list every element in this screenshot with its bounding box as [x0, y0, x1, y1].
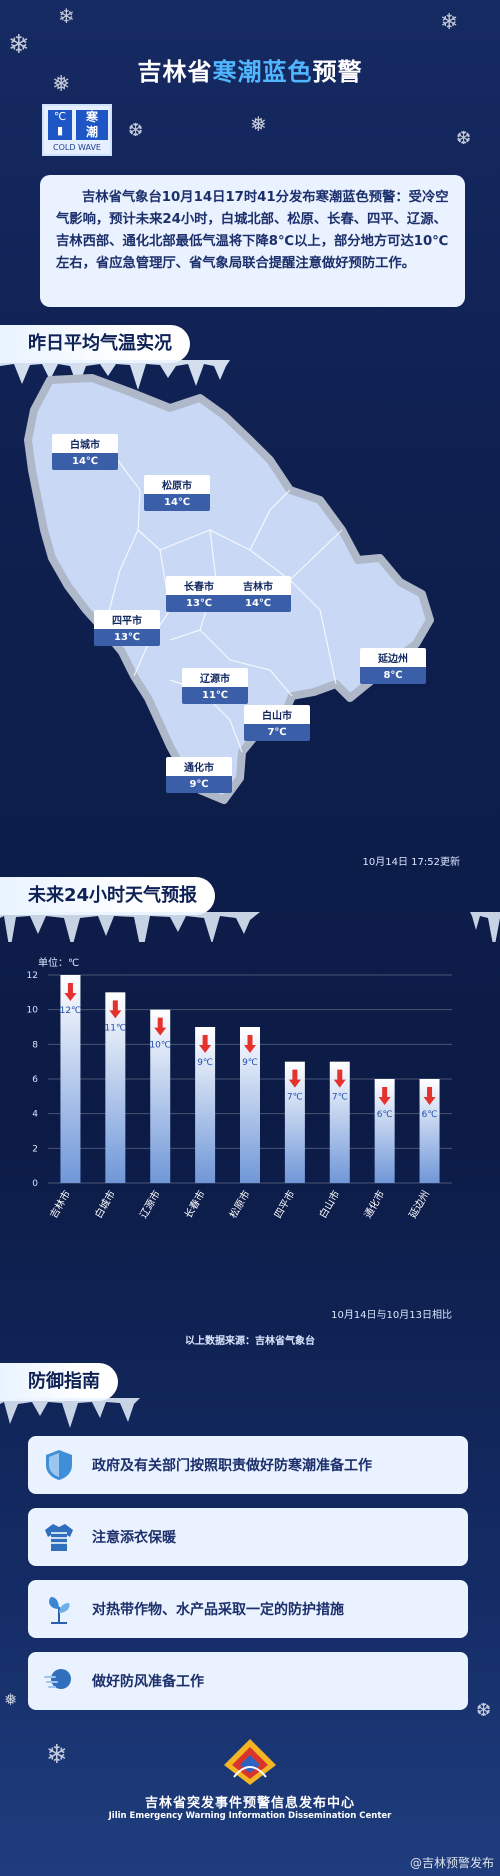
y-tick-label: 0 [32, 1179, 38, 1189]
cold-wave-badge: ℃ ▮ 寒潮 COLD WAVE [42, 104, 112, 156]
city-label-tonghua: 通化市 9℃ [166, 757, 232, 793]
bar-value-label: 11℃ [105, 1023, 127, 1033]
city-label-yanbian: 延边州 8℃ [360, 648, 426, 684]
x-tick-label: 延边州 [407, 1189, 432, 1221]
snowflake-icon: ❄ [46, 1740, 68, 1770]
badge-text: 寒潮 [76, 110, 108, 140]
x-tick-label: 通化市 [361, 1188, 387, 1220]
plant-icon [42, 1592, 76, 1626]
badge-label: COLD WAVE [52, 143, 101, 152]
title-prefix: 吉林省 [137, 58, 213, 86]
guide-text: 注意添衣保暖 [92, 1530, 176, 1546]
snowflake-icon: ❄ [8, 30, 30, 60]
down-arrow-icon [288, 1069, 301, 1088]
down-arrow-icon [244, 1035, 256, 1053]
y-tick-label: 6 [32, 1075, 38, 1085]
bar-value-label: 7℃ [332, 1093, 348, 1103]
bar [195, 1027, 216, 1183]
snowflake-icon: ❆ [128, 120, 144, 141]
bar [329, 1061, 350, 1183]
bar-value-label: 6℃ [377, 1110, 393, 1120]
footer-org-name-en: Jilin Emergency Warning Information Diss… [108, 1811, 392, 1821]
down-arrow-icon [154, 1017, 167, 1036]
icicle-decoration [0, 360, 230, 390]
guide-item: 注意添衣保暖 [28, 1508, 468, 1566]
data-source: 以上数据来源：吉林省气象台 [185, 1336, 315, 1347]
x-tick-label: 吉林市 [47, 1188, 73, 1220]
temperature-drop-chart: 0 2 4 6 8 10 12 12℃ 吉林市 11℃ 白城市 10℃ 辽源市 9℃ 长春市 9℃ 松原市 7℃ 四… [27, 971, 452, 1221]
title-suffix: 预警 [312, 58, 363, 86]
chart-unit-label: 单位：℃ [38, 958, 80, 969]
x-tick-label: 松原市 [226, 1188, 252, 1220]
bar [419, 1079, 440, 1183]
bar-value-label: 9℃ [197, 1058, 213, 1068]
x-tick-label: 白城市 [92, 1188, 118, 1220]
snowflake-icon: ❄ [58, 4, 75, 28]
city-label-jilin: 吉林市 14℃ [225, 576, 291, 612]
guide-text: 对热带作物、水产品采取一定的防护措施 [92, 1602, 344, 1618]
down-arrow-icon [333, 1069, 346, 1088]
center-logo-icon [224, 1739, 276, 1785]
guide-item: 对热带作物、水产品采取一定的防护措施 [28, 1580, 468, 1638]
down-arrow-icon [199, 1035, 212, 1053]
y-tick-label: 10 [27, 1006, 39, 1016]
x-tick-label: 白山市 [316, 1188, 342, 1220]
x-tick-label: 长春市 [181, 1188, 207, 1220]
guide-text: 政府及有关部门按照职责做好防寒潮准备工作 [92, 1458, 372, 1474]
y-tick-label: 12 [27, 971, 38, 981]
down-arrow-icon [109, 1000, 122, 1019]
x-tick-label: 四平市 [271, 1188, 297, 1220]
bar [374, 1079, 395, 1183]
icicle-decoration [0, 912, 500, 942]
wind-icon [42, 1664, 76, 1698]
section-yesterday-heading: 昨日平均气温实况 [0, 325, 190, 363]
snowflake-icon: ❆ [456, 128, 472, 149]
snowflake-icon: ❄ [440, 10, 459, 35]
guide-item: 政府及有关部门按照职责做好防寒潮准备工作 [28, 1436, 468, 1494]
section-forecast-heading: 未来24小时天气预报 [0, 877, 216, 915]
page-title: 吉林省寒潮蓝色预警 [0, 52, 500, 87]
icicle-decoration [0, 1398, 140, 1428]
bar [284, 1061, 305, 1183]
snowflake-icon: ❅ [4, 1690, 18, 1709]
down-arrow-icon [378, 1087, 391, 1105]
snowflake-icon: ❅ [52, 72, 71, 97]
bar [105, 992, 126, 1183]
bar [150, 1009, 171, 1183]
city-label-liaoyuan: 辽源市 11℃ [182, 668, 248, 704]
guide-item: 做好防风准备工作 [28, 1652, 468, 1710]
thermometer-icon: ℃ ▮ [48, 110, 72, 140]
bar [60, 975, 81, 1183]
city-label-baicheng: 白城市 14℃ [52, 434, 118, 470]
coat-icon [42, 1520, 76, 1554]
down-arrow-icon [64, 983, 77, 1001]
city-label-changchun: 长春市 13℃ [166, 576, 232, 612]
snowflake-icon: ❅ [250, 112, 267, 136]
down-arrow-icon [423, 1087, 436, 1105]
x-tick-label: 辽源市 [137, 1188, 163, 1220]
city-label-siping: 四平市 13℃ [94, 610, 160, 646]
update-time: 10月14日 17:52更新 [362, 857, 460, 868]
city-label-baishan: 白山市 7℃ [244, 705, 310, 741]
y-tick-label: 4 [32, 1110, 38, 1120]
watermark: @吉林预警发布 [409, 1856, 494, 1870]
title-highlight: 寒潮蓝色 [212, 58, 313, 86]
y-tick-label: 8 [32, 1040, 38, 1050]
city-label-songyuan: 松原市 14℃ [144, 475, 210, 511]
bar-value-label: 12℃ [60, 1006, 82, 1016]
bar-value-label: 9℃ [242, 1058, 258, 1068]
bar-value-label: 6℃ [422, 1110, 438, 1120]
section-guide-heading: 防御指南 [0, 1363, 118, 1401]
snowflake-icon: ❆ [476, 1700, 492, 1721]
footer-org-name: 吉林省突发事件预警信息发布中心 [144, 1796, 355, 1811]
chart-note: 10月14日与10月13日相比 [331, 1310, 452, 1321]
guide-text: 做好防风准备工作 [92, 1674, 204, 1690]
bar-value-label: 10℃ [149, 1041, 171, 1051]
bar-value-label: 7℃ [287, 1093, 303, 1103]
y-tick-label: 2 [32, 1144, 38, 1154]
bar [240, 1027, 260, 1183]
shield-icon [42, 1448, 76, 1482]
warning-notice: 吉林省气象台10月14日17时41分发布寒潮蓝色预警：受冷空气影响，预计未来24… [40, 175, 465, 307]
